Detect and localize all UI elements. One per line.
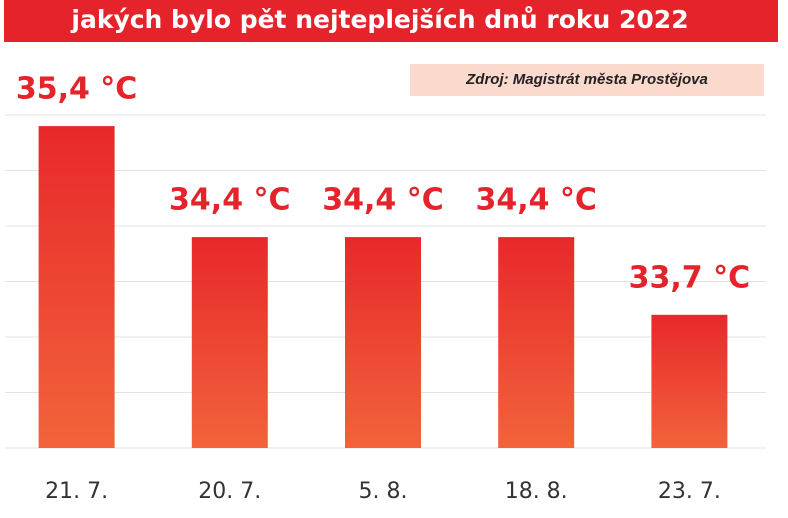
- value-label: 33,7 °C: [629, 260, 750, 295]
- x-tick-label: 21. 7.: [45, 479, 108, 504]
- value-label: 34,4 °C: [169, 183, 290, 218]
- value-label: 34,4 °C: [322, 183, 443, 218]
- bar: [498, 237, 575, 448]
- x-tick-label: 23. 7.: [658, 479, 721, 504]
- bar: [345, 237, 421, 448]
- title-band: [4, 0, 778, 42]
- value-label: 35,4 °C: [16, 72, 137, 107]
- x-tick-label: 5. 8.: [359, 479, 408, 504]
- x-tick-label: 18. 8.: [505, 479, 568, 504]
- bar: [38, 126, 115, 448]
- x-tick-label: 20. 7.: [198, 479, 261, 504]
- source-box: [410, 64, 764, 96]
- value-label: 34,4 °C: [475, 183, 596, 218]
- bars: 21. 7. 35,4 °C 20. 7. 34,4 °C 5. 8. 34,4 °C 18…: [16, 72, 750, 504]
- bar: [651, 314, 728, 448]
- bar: [191, 237, 268, 448]
- chart-title: jakých bylo pět nejteplejších dnů roku 2…: [70, 5, 688, 34]
- source-note: Zdroj: Magistrát města Prostějova: [465, 71, 708, 88]
